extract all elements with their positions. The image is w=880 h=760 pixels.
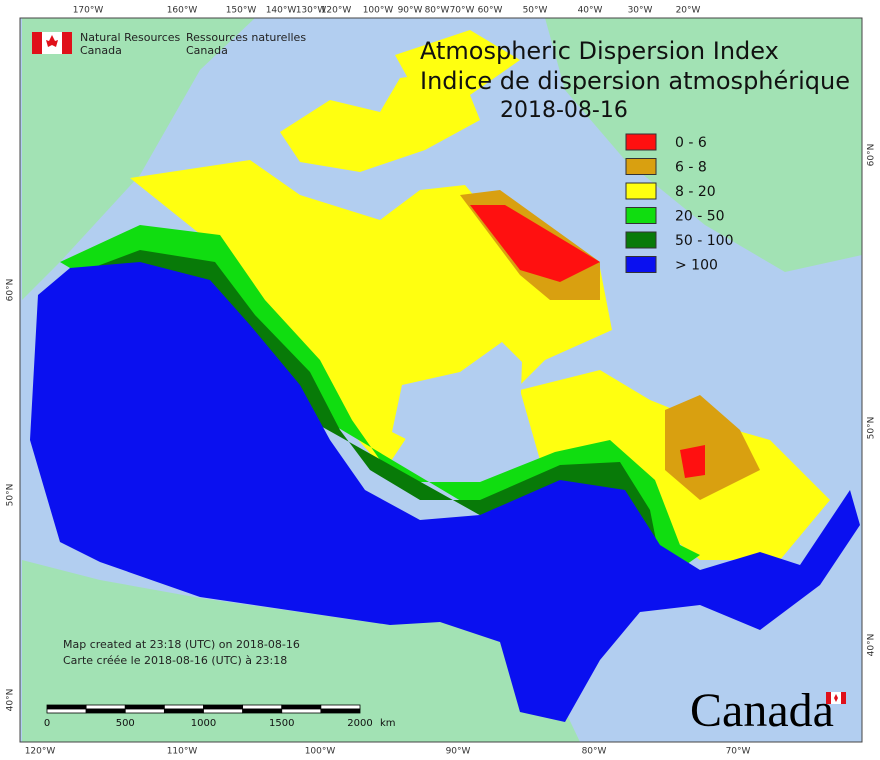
legend-swatch: [625, 158, 657, 175]
lat-label-left: 60°N: [6, 279, 16, 302]
lat-label-left: 40°N: [6, 689, 16, 712]
index-fields: [30, 30, 860, 722]
lon-label-top: 60°W: [478, 6, 503, 16]
scale-label: 500: [116, 718, 135, 729]
lon-label-bottom: 70°W: [726, 747, 751, 757]
legend-label: 20 - 50: [675, 209, 725, 225]
lon-label-top: 170°W: [73, 6, 104, 16]
scale-segment: [242, 704, 283, 710]
scale-segment: [124, 708, 165, 714]
scale-segment: [281, 708, 322, 714]
legend-swatch: [625, 231, 657, 249]
lat-label-right: 40°N: [867, 634, 877, 657]
scale-segment: [203, 708, 244, 714]
scale-label: 0: [44, 718, 50, 729]
lon-label-top: 40°W: [578, 6, 603, 16]
scale-segment: [124, 704, 165, 710]
legend-label: 6 - 8: [675, 160, 707, 176]
title-fr: Indice de dispersion atmosphérique: [420, 67, 850, 95]
scale-segment: [242, 708, 283, 714]
lon-label-top: 50°W: [523, 6, 548, 16]
scale-segment: [281, 704, 322, 710]
legend-swatch: [625, 133, 657, 151]
lon-label-top: 130°W: [296, 6, 327, 16]
legend-label: 50 - 100: [675, 233, 734, 249]
lon-label-bottom: 90°W: [446, 747, 471, 757]
wordmark: Canada: [690, 684, 834, 737]
title-date: 2018-08-16: [500, 98, 628, 123]
scale-segment: [46, 704, 87, 710]
map-frame: [19, 17, 863, 743]
lat-label-right: 60°N: [867, 144, 877, 167]
agency-fr: Ressources naturelles: [186, 31, 306, 44]
scale-segment: [85, 704, 126, 710]
scale-segment: [320, 704, 361, 710]
lon-label-top: 80°W: [425, 6, 450, 16]
scale-segment: [320, 708, 361, 714]
lon-label-top: 70°W: [450, 6, 475, 16]
lon-label-top: 140°W: [266, 6, 297, 16]
lon-label-top: 120°W: [321, 6, 352, 16]
country-en: Canada: [80, 44, 122, 57]
lon-label-bottom: 120°W: [25, 747, 56, 757]
scale-label: 2000: [347, 718, 372, 729]
lon-label-bottom: 110°W: [167, 747, 198, 757]
lon-label-top: 150°W: [226, 6, 257, 16]
scale-segment: [203, 704, 244, 710]
land-outside: [22, 18, 862, 742]
legend-swatch: [625, 182, 657, 200]
scale-segment: [46, 708, 87, 714]
legend-label: > 100: [675, 258, 718, 274]
legend-label: 0 - 6: [675, 135, 707, 151]
legend: 0 - 6 6 - 8 8 - 20 20 - 50 50 - 100 > 100: [625, 133, 734, 274]
lon-label-top: 100°W: [363, 6, 394, 16]
ministry-flag: [32, 32, 72, 54]
lon-label-bottom: 100°W: [305, 747, 336, 757]
credit-fr: Carte créée le 2018-08-16 (UTC) à 23:18: [63, 654, 287, 667]
lon-label-top: 30°W: [628, 6, 653, 16]
lon-label-top: 90°W: [398, 6, 423, 16]
scale-segment: [163, 704, 204, 710]
scale-label: 1500: [269, 718, 294, 729]
scale-unit: km: [380, 718, 396, 729]
country-fr: Canada: [186, 44, 228, 57]
title-en: Atmospheric Dispersion Index: [420, 37, 779, 65]
lon-label-bottom: 80°W: [582, 747, 607, 757]
credit-en: Map created at 23:18 (UTC) on 2018-08-16: [63, 638, 300, 651]
lon-label-top: 160°W: [167, 6, 198, 16]
lat-label-right: 50°N: [867, 417, 877, 440]
scale-segment: [163, 708, 204, 714]
lat-label-left: 50°N: [6, 484, 16, 507]
legend-swatch: [625, 256, 657, 273]
agency-en: Natural Resources: [80, 31, 181, 44]
legend-swatch: [625, 207, 657, 224]
scale-segment: [85, 708, 126, 714]
lon-label-top: 20°W: [676, 6, 701, 16]
scale-label: 1000: [191, 718, 216, 729]
legend-label: 8 - 20: [675, 184, 716, 200]
wordmark-flag: [826, 692, 846, 704]
scale-bar: 0 500 1000 1500 2000 km: [44, 704, 396, 729]
